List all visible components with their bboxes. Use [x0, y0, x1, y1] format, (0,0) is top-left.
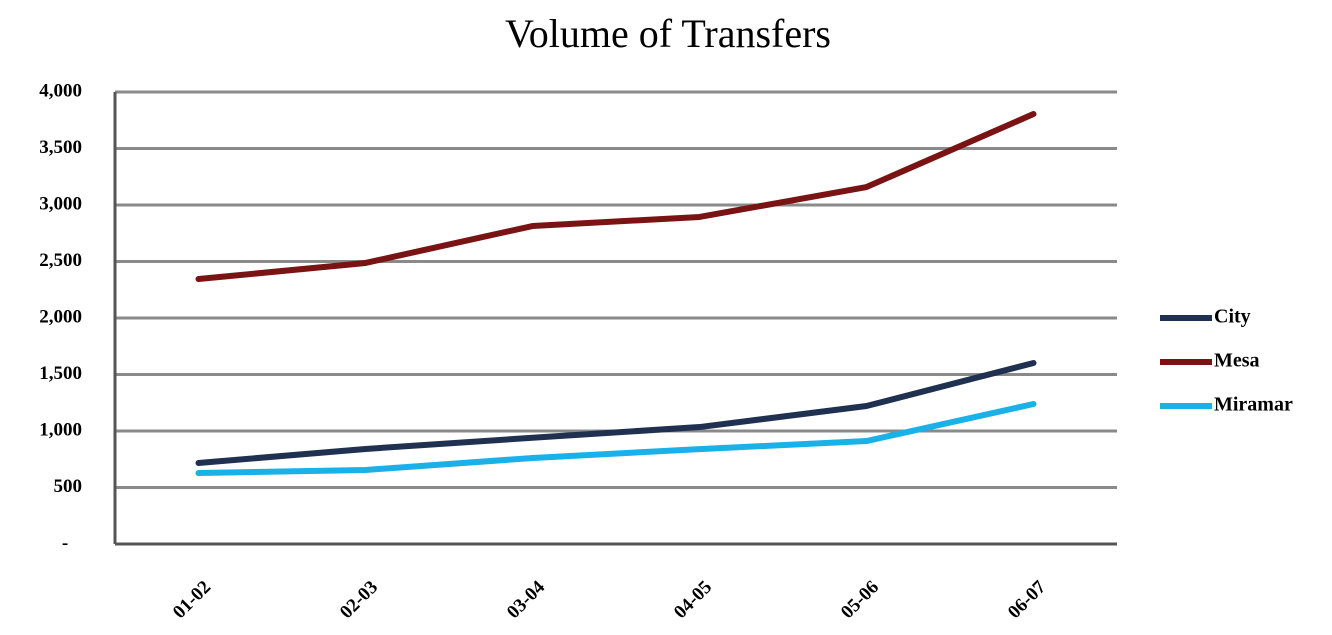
y-tick-label: 1,500 [39, 363, 82, 384]
legend-label: Mesa [1214, 350, 1260, 372]
legend-label: Miramar [1214, 394, 1293, 416]
x-tick-label: 01-02 [169, 577, 215, 623]
y-tick-label: 3,000 [39, 193, 82, 214]
y-tick-label: 3,500 [39, 137, 82, 158]
x-tick-label: 04-05 [670, 577, 716, 623]
y-tick-label: 4,000 [39, 80, 82, 101]
chart-title: Volume of Transfers [505, 11, 831, 56]
y-tick-label: - [62, 532, 68, 553]
x-tick-label: 05-06 [837, 577, 883, 623]
series-line [195, 400, 1037, 477]
series-line [195, 111, 1037, 283]
y-tick-label: 1,000 [39, 419, 82, 440]
y-tick-label: 500 [54, 476, 83, 497]
y-tick-label: 2,000 [39, 306, 82, 327]
series-line [195, 359, 1037, 466]
y-tick-label: 2,500 [39, 250, 82, 271]
legend-label: City [1214, 306, 1251, 328]
x-tick-label: 02-03 [336, 577, 382, 623]
x-tick-label: 03-04 [503, 576, 550, 623]
x-tick-label: 06-07 [1004, 576, 1051, 623]
